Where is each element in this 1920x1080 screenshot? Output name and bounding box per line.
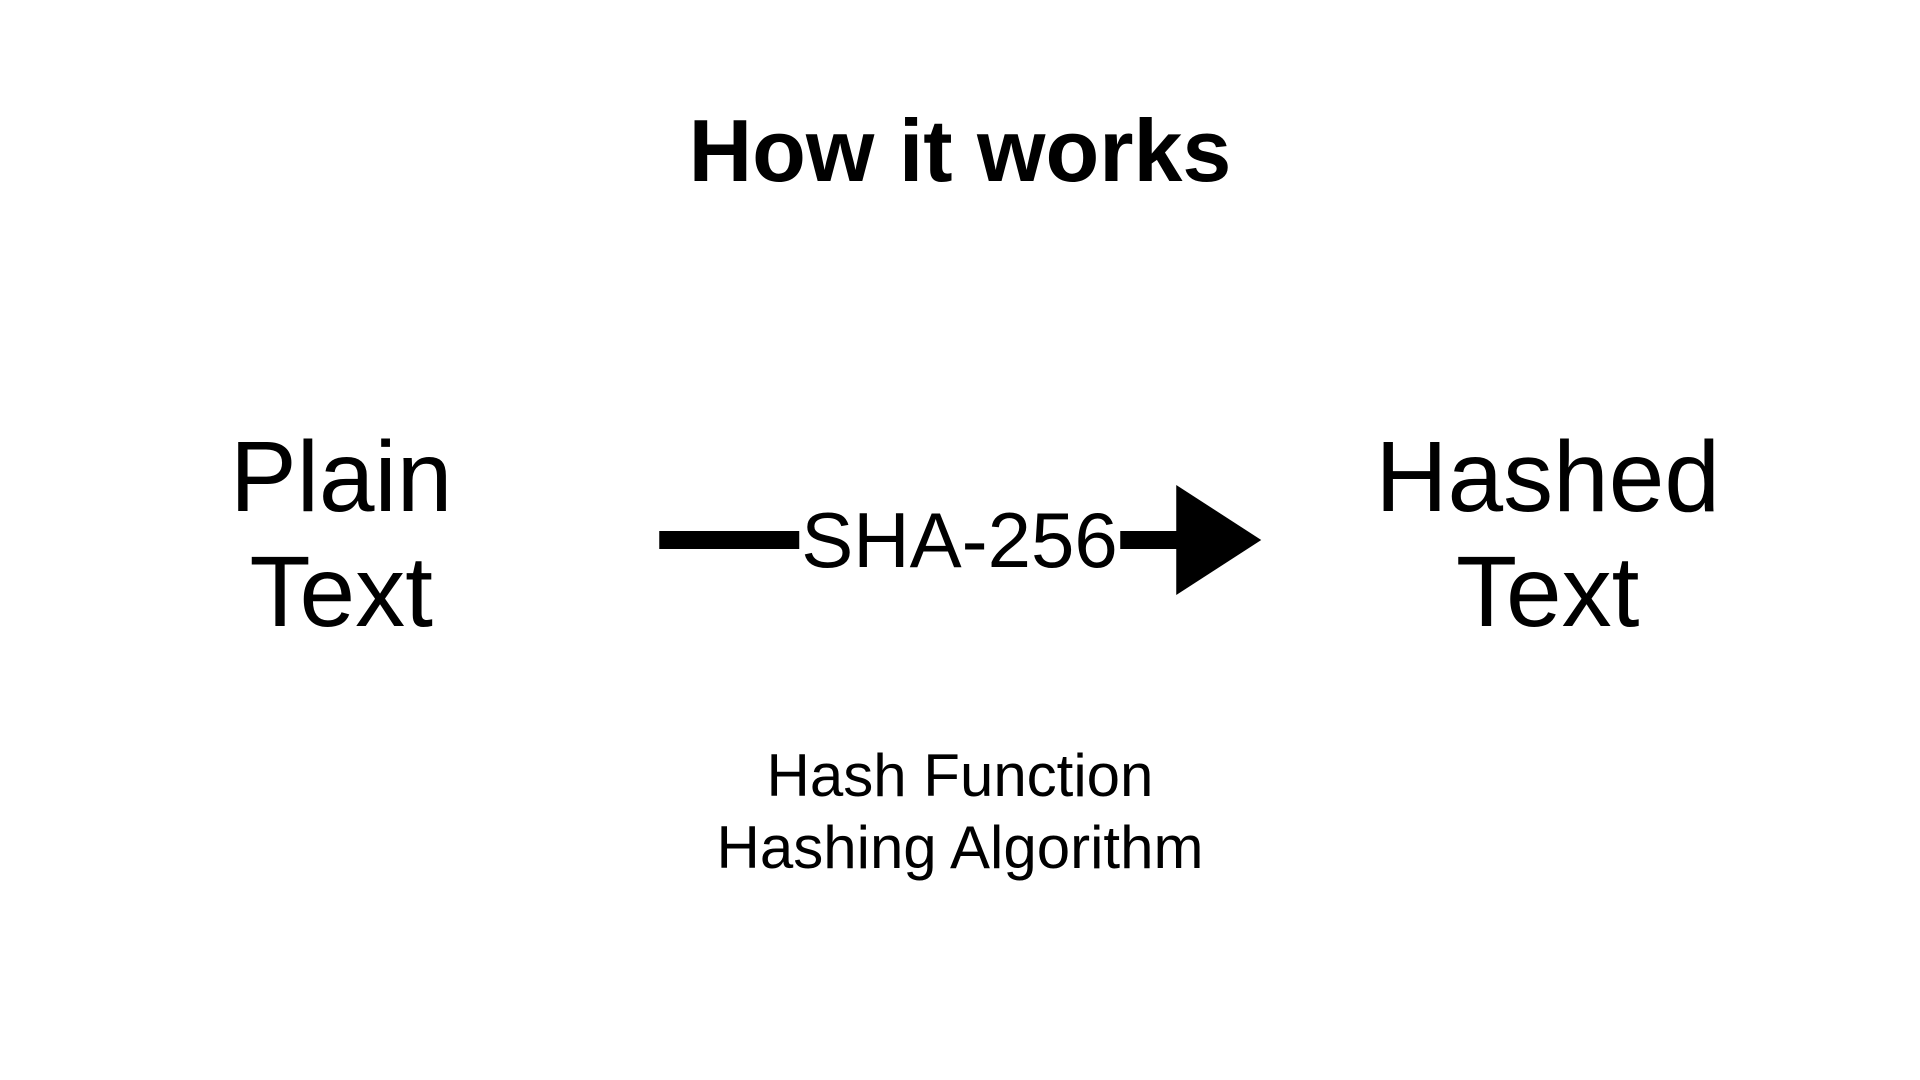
arrow-label: SHA-256: [799, 495, 1120, 586]
left-node-line2: Text: [230, 535, 452, 650]
arrow: SHA-256: [659, 485, 1261, 595]
right-node-line2: Text: [1375, 535, 1720, 650]
right-node: Hashed Text: [1375, 420, 1720, 650]
caption-line2: Hashing Algorithm: [717, 812, 1204, 884]
right-node-line1: Hashed: [1375, 420, 1720, 535]
arrow-line-right: [1120, 531, 1180, 549]
caption-line1: Hash Function: [717, 740, 1204, 812]
diagram-title: How it works: [689, 100, 1232, 202]
left-node: Plain Text: [230, 420, 452, 650]
arrow-head-icon: [1176, 485, 1261, 595]
left-node-line1: Plain: [230, 420, 452, 535]
caption: Hash Function Hashing Algorithm: [717, 740, 1204, 884]
arrow-line-left: [659, 531, 799, 549]
